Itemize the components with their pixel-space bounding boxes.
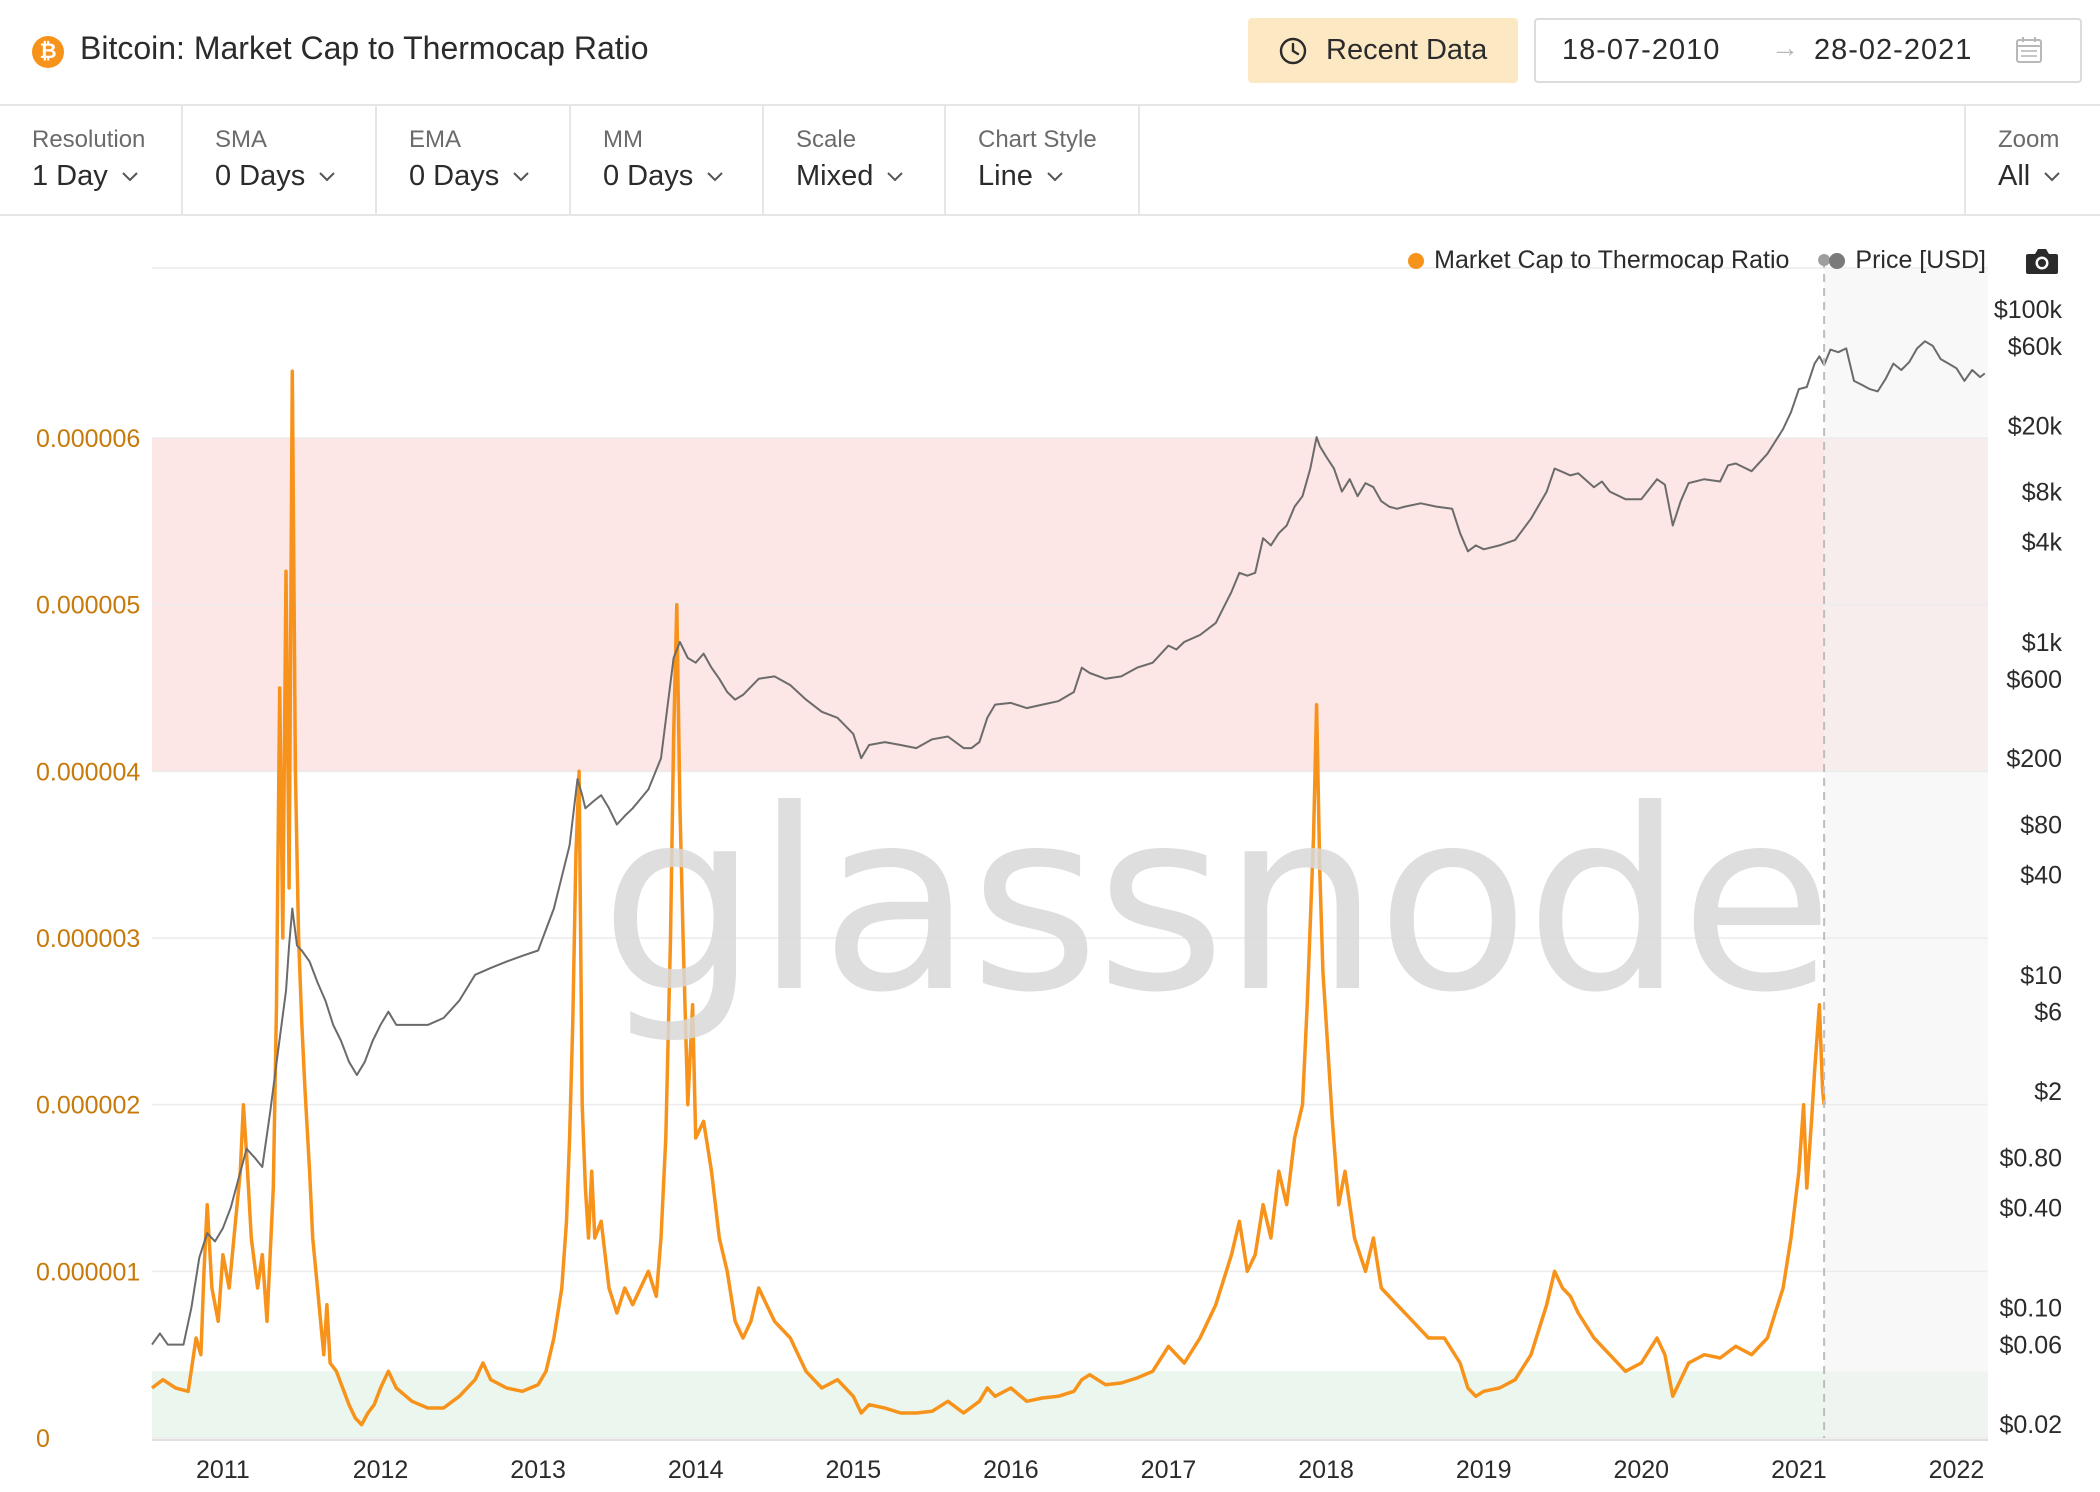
last-data-dot xyxy=(1818,254,1831,266)
right-axis-tick-label: $10 xyxy=(2020,962,2062,990)
right-axis-tick-label: $100k xyxy=(1994,296,2063,324)
right-axis-tick-label: $8k xyxy=(2022,479,2063,507)
chevron-down-icon xyxy=(319,172,335,182)
chevron-down-icon xyxy=(513,172,529,182)
right-axis-tick-label: $0.80 xyxy=(1999,1144,2062,1172)
chevron-down-icon xyxy=(122,172,138,182)
date-range-picker[interactable]: 18-07-2010 → 28-02-2021 xyxy=(1534,18,2082,83)
zoom-value[interactable]: All xyxy=(1998,160,2060,193)
right-axis-tick-label: $2 xyxy=(2034,1078,2062,1106)
page-header: ₿ Bitcoin: Market Cap to Thermocap Ratio… xyxy=(0,0,2100,106)
legend-item-ratio[interactable]: Market Cap to Thermocap Ratio xyxy=(1408,246,1789,275)
right-axis-tick-label: $6 xyxy=(2034,999,2062,1027)
legend-dot-ratio xyxy=(1408,252,1425,269)
x-axis-tick-label: 2017 xyxy=(1141,1456,1197,1484)
right-axis-tick-label: $20k xyxy=(2008,412,2063,440)
x-axis-tick-label: 2012 xyxy=(353,1456,409,1484)
left-axis-tick-label: 0.000003 xyxy=(36,925,140,953)
recent-data-label: Recent Data xyxy=(1326,34,1488,66)
chart-style-label: Chart Style xyxy=(978,126,1097,153)
chart-controls: Resolution 1 Day SMA 0 Days EMA 0 Days M… xyxy=(0,106,2100,216)
mm-value[interactable]: 0 Days xyxy=(603,160,723,193)
clock-icon xyxy=(1279,37,1307,64)
x-axis-tick-label: 2014 xyxy=(668,1456,724,1484)
scale-label: Scale xyxy=(796,126,857,153)
right-axis-tick-label: $4k xyxy=(2022,529,2063,557)
x-axis-tick-label: 2011 xyxy=(196,1456,250,1484)
chart-style-value-text: Line xyxy=(978,160,1033,192)
left-axis-tick-label: 0.000002 xyxy=(36,1092,140,1120)
recent-data-button[interactable]: Recent Data xyxy=(1248,18,1518,83)
date-range-arrow-icon: → xyxy=(1771,32,1799,63)
green-band xyxy=(152,1371,1988,1438)
x-axis-tick-label: 2021 xyxy=(1771,1456,1827,1484)
legend-item-price[interactable]: Price [USD] xyxy=(1829,246,1986,275)
chevron-down-icon xyxy=(1047,172,1063,182)
right-axis-tick-label: $0.06 xyxy=(1999,1332,2062,1360)
mm-select[interactable]: MM 0 Days xyxy=(571,106,764,214)
legend-dot-price xyxy=(1829,252,1846,269)
scale-value-text: Mixed xyxy=(796,160,874,192)
x-axis-tick-label: 2018 xyxy=(1298,1456,1354,1484)
left-axis-tick-label: 0 xyxy=(36,1425,50,1453)
chart-style-value[interactable]: Line xyxy=(978,160,1063,193)
date-start-input[interactable]: 18-07-2010 xyxy=(1562,34,1721,66)
mm-value-text: 0 Days xyxy=(603,160,694,192)
sma-select[interactable]: SMA 0 Days xyxy=(183,106,377,214)
sma-value-text: 0 Days xyxy=(215,160,306,192)
right-axis-tick-label: $60k xyxy=(2008,333,2063,361)
resolution-value-text: 1 Day xyxy=(32,160,108,192)
chevron-down-icon xyxy=(2044,172,2060,182)
x-axis-tick-label: 2015 xyxy=(825,1456,881,1484)
page-title: Bitcoin: Market Cap to Thermocap Ratio xyxy=(80,30,649,66)
sma-label: SMA xyxy=(215,126,268,153)
x-axis-tick-label: 2016 xyxy=(983,1456,1039,1484)
resolution-value[interactable]: 1 Day xyxy=(32,160,138,193)
right-axis-tick-label: $40 xyxy=(2020,862,2062,890)
right-axis-tick-label: $0.02 xyxy=(1999,1411,2062,1439)
ema-select[interactable]: EMA 0 Days xyxy=(377,106,571,214)
left-axis-tick-label: 0.000005 xyxy=(36,592,140,620)
resolution-select[interactable]: Resolution 1 Day xyxy=(0,106,183,214)
right-axis-tick-label: $600 xyxy=(2006,666,2062,694)
right-axis-tick-label: $1k xyxy=(2022,629,2063,657)
right-axis-tick-label: $80 xyxy=(2020,811,2062,839)
ema-label: EMA xyxy=(409,126,462,153)
zoom-label: Zoom xyxy=(1998,126,2060,153)
series-line-price[interactable] xyxy=(151,340,1986,1346)
ema-value-text: 0 Days xyxy=(409,160,500,192)
chevron-down-icon xyxy=(707,172,723,182)
ema-value[interactable]: 0 Days xyxy=(409,160,529,193)
scale-select[interactable]: Scale Mixed xyxy=(764,106,946,214)
date-end-input[interactable]: 28-02-2021 xyxy=(1814,34,1973,66)
series-line-ratio[interactable] xyxy=(150,369,1826,1427)
legend-label-price: Price [USD] xyxy=(1855,246,1986,274)
x-axis-tick-label: 2020 xyxy=(1613,1456,1669,1484)
chart-legend: Market Cap to Thermocap Ratio Price [USD… xyxy=(1408,246,1986,275)
bitcoin-logo-icon: ₿ xyxy=(32,36,64,68)
chart-style-select[interactable]: Chart Style Line xyxy=(946,106,1140,214)
x-axis-tick-label: 2019 xyxy=(1456,1456,1512,1484)
future-shade xyxy=(1824,268,1988,1438)
left-axis-tick-label: 0.000004 xyxy=(36,758,140,786)
camera-icon[interactable] xyxy=(2024,246,2060,276)
zoom-select[interactable]: Zoom All xyxy=(1964,106,2100,214)
sma-value[interactable]: 0 Days xyxy=(215,160,335,193)
x-axis-tick-label: 2013 xyxy=(510,1456,566,1484)
chart-svg[interactable]: 0 0.000001 0.000002 0.000003 0.000004 0.00000… xyxy=(0,216,2100,1492)
resolution-label: Resolution xyxy=(32,126,146,153)
right-axis-tick-label: $0.10 xyxy=(1999,1295,2062,1323)
mm-label: MM xyxy=(603,126,643,153)
calendar-icon[interactable] xyxy=(2014,35,2044,65)
legend-label-ratio: Market Cap to Thermocap Ratio xyxy=(1434,246,1790,274)
zoom-value-text: All xyxy=(1998,160,2031,192)
left-axis-tick-label: 0.000001 xyxy=(36,1258,140,1286)
scale-value[interactable]: Mixed xyxy=(796,160,904,193)
right-axis-tick-label: $200 xyxy=(2006,745,2062,773)
left-axis-tick-label: 0.000006 xyxy=(36,425,140,453)
chart-area: 0 0.000001 0.000002 0.000003 0.000004 0.00000… xyxy=(0,216,2100,1492)
right-axis-tick-label: $0.40 xyxy=(1999,1194,2062,1222)
x-axis-tick-label: 2022 xyxy=(1929,1456,1985,1484)
chevron-down-icon xyxy=(887,172,904,182)
